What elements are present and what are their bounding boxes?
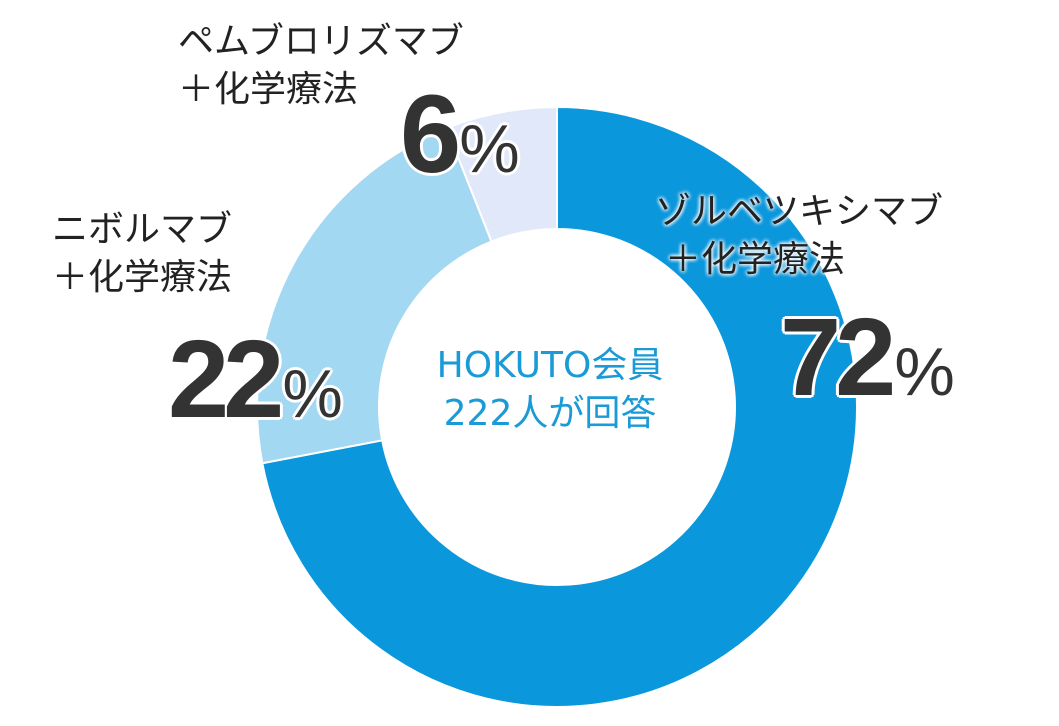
percent-sign: % bbox=[459, 111, 520, 187]
percent-value: 22 bbox=[168, 318, 284, 441]
center-caption-line1: HOKUTO会員 bbox=[436, 345, 664, 386]
slice-label-line1: ニボルマブ bbox=[52, 209, 233, 250]
percent-sign: % bbox=[282, 356, 343, 432]
center-caption-line2: 222人が回答 bbox=[443, 393, 657, 434]
slice-percent-nivolumab: 22% bbox=[168, 325, 343, 435]
percent-value: 72 bbox=[780, 296, 896, 419]
slice-nivolumab bbox=[256, 126, 493, 465]
slice-label-nivolumab: ニボルマブ ＋化学療法 bbox=[52, 206, 232, 302]
slice-label-line1: ゾルベツキシマブ bbox=[655, 191, 944, 232]
slice-label-pembrolizumab: ペムブロリズマブ ＋化学療法 bbox=[178, 18, 464, 114]
percent-value: 6 bbox=[400, 73, 461, 196]
slice-label-line2: ＋化学療法 bbox=[665, 239, 846, 280]
slice-label-line2: ＋化学療法 bbox=[52, 257, 233, 298]
slice-zolbetuximab bbox=[261, 105, 858, 708]
slice-pembrolizumab bbox=[445, 105, 558, 243]
slice-percent-pembrolizumab: 6% bbox=[400, 80, 520, 190]
center-caption: HOKUTO会員 222人が回答 bbox=[380, 342, 720, 438]
percent-sign: % bbox=[894, 334, 955, 410]
slice-label-line2: ＋化学療法 bbox=[178, 69, 359, 110]
slice-percent-zolbetuximab: 72% bbox=[780, 303, 955, 413]
slice-label-zolbetuximab: ゾルベツキシマブ ＋化学療法 bbox=[655, 188, 943, 284]
slice-label-line1: ペムブロリズマブ bbox=[178, 21, 464, 62]
